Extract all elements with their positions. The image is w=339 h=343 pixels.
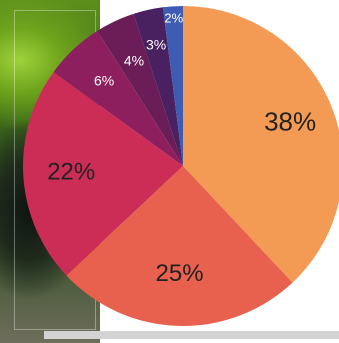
pie-slice-2 xyxy=(162,6,183,166)
floor-shadow xyxy=(44,331,339,339)
pie-slice-3 xyxy=(133,7,183,167)
slice-label-3: 3% xyxy=(146,36,166,52)
pie-slice-22 xyxy=(23,71,183,276)
slice-label-25: 25% xyxy=(156,260,204,287)
slice-label-2: 2% xyxy=(164,11,183,26)
pie-slice-38 xyxy=(183,6,339,283)
slice-label-6: 6% xyxy=(94,73,114,89)
pie-slice-25 xyxy=(66,166,293,326)
slice-label-4: 4% xyxy=(124,52,144,68)
pie-slice-4 xyxy=(97,13,183,166)
slice-label-38: 38% xyxy=(264,106,316,136)
pie-slice-6 xyxy=(53,30,183,166)
slice-label-22: 22% xyxy=(47,158,95,185)
